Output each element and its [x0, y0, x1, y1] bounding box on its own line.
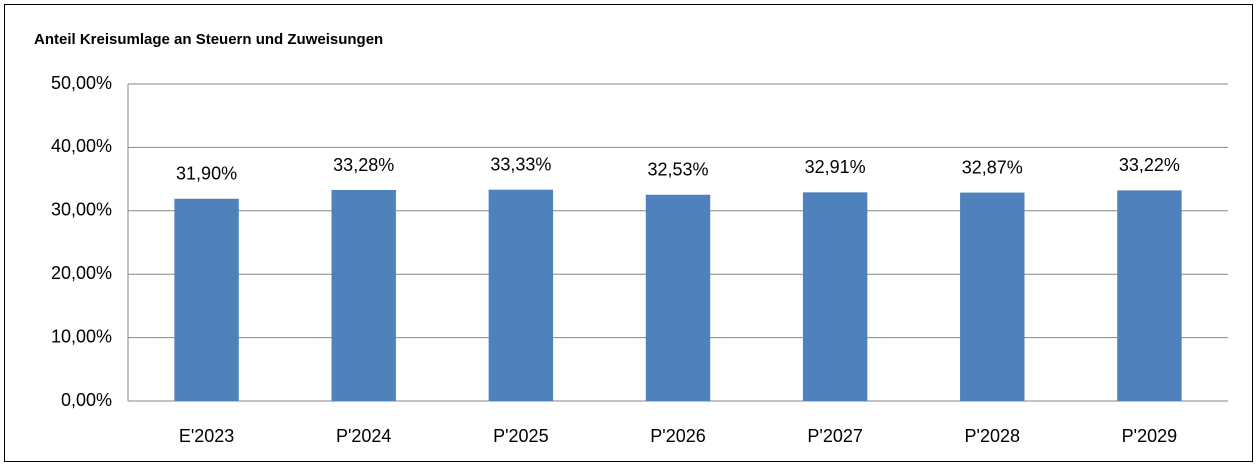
data-label: 32,91%: [805, 157, 866, 177]
x-tick-label: P'2028: [965, 426, 1021, 446]
x-tick-label: P'2027: [807, 426, 863, 446]
y-tick-label: 40,00%: [51, 136, 112, 156]
x-tick-label: E'2023: [179, 426, 235, 446]
data-label: 31,90%: [176, 164, 237, 184]
bar: [1117, 190, 1182, 401]
data-label: 32,87%: [962, 157, 1023, 177]
bar: [802, 192, 868, 401]
x-tick-label: P'2029: [1122, 426, 1178, 446]
y-tick-label: 30,00%: [51, 200, 112, 220]
data-label: 32,53%: [647, 160, 708, 180]
y-tick-label: 10,00%: [51, 326, 112, 346]
y-tick-label: 20,00%: [51, 263, 112, 283]
data-label: 33,28%: [333, 155, 394, 175]
bar: [331, 190, 396, 401]
bar: [488, 189, 554, 401]
y-tick-label: 0,00%: [61, 390, 112, 410]
data-label: 33,22%: [1119, 155, 1180, 175]
bar: [174, 198, 239, 401]
bar: [960, 192, 1025, 401]
bar: [645, 194, 711, 401]
chart-title: Anteil Kreisumlage an Steuern und Zuweis…: [34, 31, 383, 48]
x-tick-label: P'2025: [493, 426, 549, 446]
data-label: 33,33%: [490, 154, 551, 174]
y-tick-label: 50,00%: [51, 73, 112, 93]
x-tick-label: P'2026: [650, 426, 706, 446]
x-tick-label: P'2024: [336, 426, 392, 446]
